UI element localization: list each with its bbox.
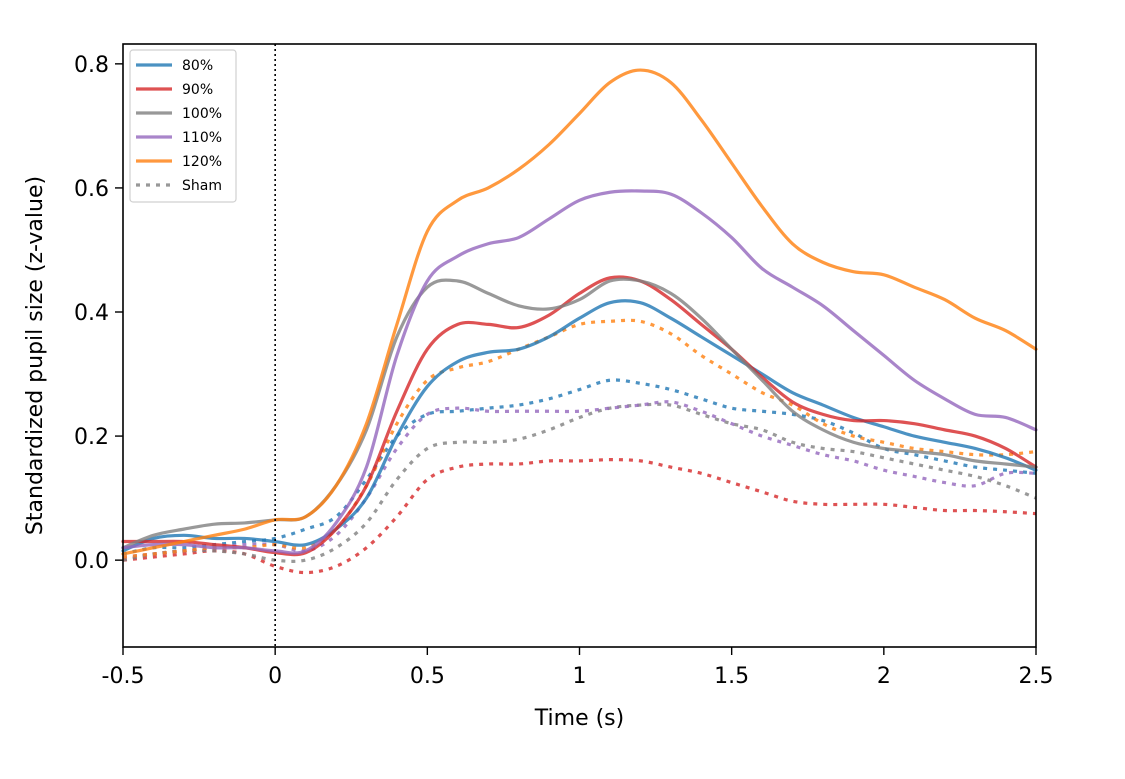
series-line-120- xyxy=(123,70,1036,554)
y-tick-label: 0.0 xyxy=(74,549,109,574)
series-line-80-sham xyxy=(123,380,1036,554)
x-tick-label: 2.5 xyxy=(1019,664,1054,689)
legend-label: 100% xyxy=(182,106,222,122)
series-layer xyxy=(123,70,1036,573)
legend-label: 80% xyxy=(182,58,213,74)
x-axis-ticks: -0.5 0 0.5 1 1.5 2 2.5 xyxy=(102,647,1054,689)
legend-label: 110% xyxy=(182,130,222,146)
legend-label: 90% xyxy=(182,82,213,98)
axes-frame xyxy=(123,44,1036,647)
y-axis-label: Standardized pupil size (z-value) xyxy=(23,176,48,535)
x-axis-label: Time (s) xyxy=(534,706,624,731)
legend-label: 120% xyxy=(182,154,222,170)
x-tick-label: 0 xyxy=(268,664,282,689)
y-tick-label: 0.2 xyxy=(74,425,109,450)
x-tick-label: 0.5 xyxy=(410,664,445,689)
series-line-80- xyxy=(123,301,1036,551)
series-line-110-sham xyxy=(123,402,1036,557)
x-tick-label: 1 xyxy=(573,664,587,689)
legend: 80% 90% 100% 110% 120% Sham xyxy=(130,50,236,202)
x-tick-label: 1.5 xyxy=(714,664,749,689)
y-tick-label: 0.8 xyxy=(74,53,109,78)
y-tick-label: 0.6 xyxy=(74,177,109,202)
y-axis-ticks: 0.0 0.2 0.4 0.6 0.8 xyxy=(74,53,123,574)
series-line-110- xyxy=(123,191,1036,553)
x-tick-label: -0.5 xyxy=(102,664,145,689)
x-tick-label: 2 xyxy=(877,664,891,689)
legend-label: Sham xyxy=(182,178,222,194)
series-line-90-sham xyxy=(123,460,1036,573)
series-line-100-sham xyxy=(123,404,1036,561)
y-tick-label: 0.4 xyxy=(74,301,109,326)
pupil-size-line-chart: -0.5 0 0.5 1 1.5 2 2.5 0.0 0.2 0.4 0.6 0.8 Time (s… xyxy=(0,0,1125,779)
